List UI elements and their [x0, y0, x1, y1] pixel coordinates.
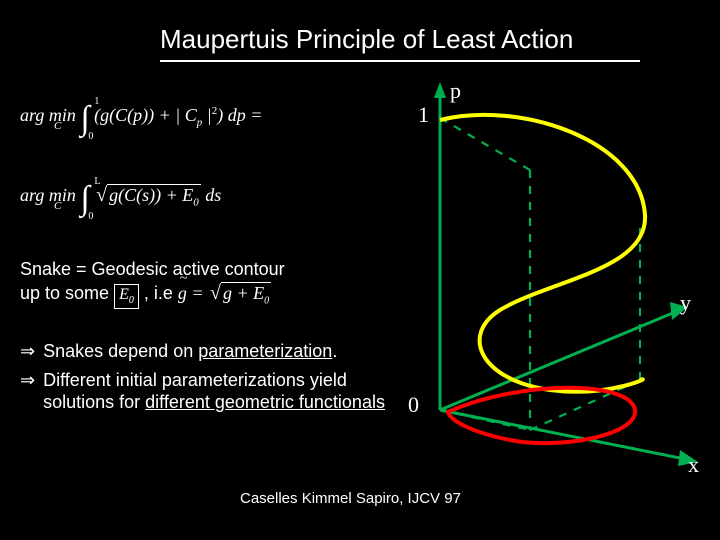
b1-a: Snakes depend on — [43, 341, 198, 361]
eq1-tail: ) dp = — [217, 105, 262, 125]
citation: Caselles Kimmel Sapiro, IJCV 97 — [240, 490, 461, 507]
e0-box: E0 — [114, 284, 139, 310]
slide-title: Maupertuis Principle of Least Action — [160, 24, 573, 55]
eq2-tail: ds — [201, 185, 222, 205]
eq2-sqrt-inner: g(C(s)) + E — [109, 185, 193, 205]
argmin2-sub: C — [54, 200, 61, 212]
int2-lower: 0 — [88, 211, 93, 222]
gac-line1: Snake = Geodesic active contour — [20, 259, 285, 279]
e0-sub: 0 — [129, 295, 134, 306]
bullet-1: ⇒ Snakes depend on parameterization. — [20, 340, 400, 363]
eq2-e0-sub: 0 — [193, 197, 199, 209]
diagram-3d: p 1 0 y x — [380, 80, 710, 480]
label-one: 1 — [418, 102, 429, 128]
arrow-icon: ⇒ — [20, 369, 35, 392]
gac-eq-sign: = — [187, 283, 208, 303]
label-p: p — [450, 78, 461, 104]
dashed-guides — [440, 118, 640, 430]
eq1-body-b: | — [202, 105, 211, 125]
gac-sqrt: g + E0 — [208, 281, 271, 308]
title-underline — [160, 60, 640, 62]
p-axis-arrow — [434, 82, 446, 98]
argmin1-sub: C — [54, 120, 61, 132]
g-tilde: g — [178, 282, 187, 305]
b1-c: . — [332, 341, 337, 361]
e0-sym: E — [119, 286, 129, 303]
diagram-svg — [380, 80, 710, 480]
gac-text: Snake = Geodesic active contour up to so… — [20, 258, 420, 309]
label-y: y — [680, 290, 691, 316]
bullet-2: ⇒ Different initial parameterizations yi… — [20, 369, 400, 414]
gac-sqrt-inner: g + E — [223, 283, 264, 303]
bullet-list: ⇒ Snakes depend on parameterization. ⇒ D… — [20, 340, 400, 420]
gac-line2a: up to some — [20, 283, 114, 303]
gac-sqrt-sub: 0 — [264, 295, 269, 306]
int1-upper: 1 — [94, 96, 99, 107]
argmin-1: arg min — [20, 105, 76, 125]
eq1-body-a: (g(C(p)) + | C — [94, 105, 197, 125]
curve-3d — [440, 115, 645, 392]
eq2-sqrt: g(C(s)) + E0 — [94, 184, 201, 209]
arrow-icon: ⇒ — [20, 340, 35, 363]
b1-u: parameterization — [198, 341, 332, 361]
equation-2: arg min ∫ L 0 g(C(s)) + E0 ds C — [20, 180, 221, 218]
equation-1: arg min ∫ 1 0 (g(C(p)) + | Cp |2) dp = C — [20, 100, 262, 138]
label-x: x — [688, 452, 699, 478]
b2-u: different geometric functionals — [145, 392, 385, 412]
argmin-2: arg min — [20, 185, 76, 205]
y-axis — [440, 310, 680, 410]
integral-1: ∫ 1 0 — [80, 100, 89, 138]
label-zero: 0 — [408, 392, 419, 418]
gac-line2b: , i.e — [144, 283, 178, 303]
int1-lower: 0 — [88, 131, 93, 142]
integral-2: ∫ L 0 — [80, 180, 89, 218]
